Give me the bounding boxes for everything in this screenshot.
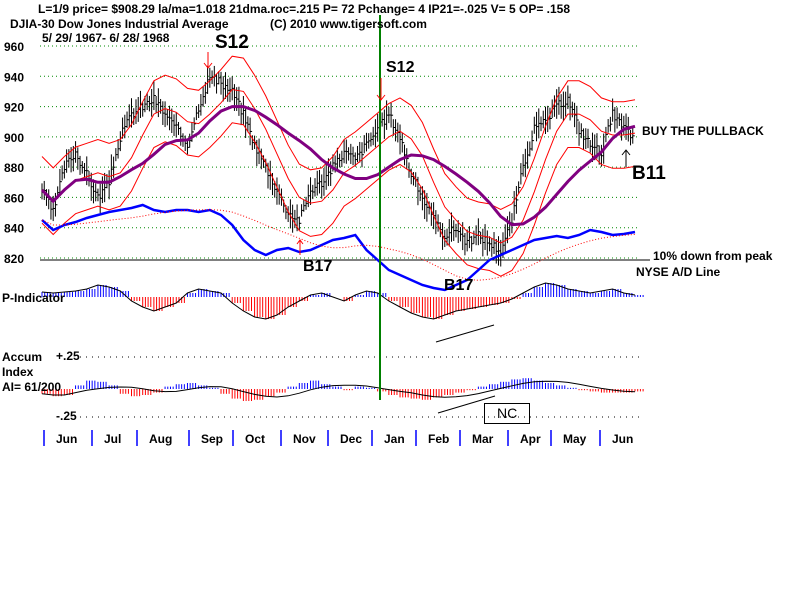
ad-line-label: NYSE A/D Line: [636, 265, 721, 279]
month-label: Mar: [472, 432, 494, 446]
month-label: Oct: [245, 432, 265, 446]
accum-label-1: Accum: [2, 350, 43, 364]
upper-band: [41, 55, 636, 211]
ad-line: [41, 203, 636, 292]
p-indicator-label: P-Indicator: [2, 291, 65, 305]
y-tick-label: 880: [4, 161, 24, 175]
month-label: Nov: [293, 432, 316, 446]
accum-minus-tick: -.25: [56, 409, 77, 423]
peak-line-label: 10% down from peak: [653, 249, 773, 263]
signal-b11: B11: [632, 163, 666, 184]
buy-pullback-label: BUY THE PULLBACK: [642, 124, 764, 138]
buy-arrow-icon: [621, 149, 631, 167]
signal-s12: S12: [386, 59, 415, 76]
accum-label-3: AI= 61/200: [2, 380, 62, 394]
sell-arrow-icon: [376, 78, 386, 101]
header-date-range: 5/ 29/ 1967- 6/ 28/ 1968: [42, 31, 170, 45]
header-stats: L=1/9 price= $908.29 la/ma=1.018 21dma.r…: [38, 2, 571, 16]
signal-b17-a: B17: [303, 258, 333, 275]
month-label: Aug: [149, 432, 172, 446]
signal-s12-top: S12: [215, 32, 249, 53]
header-copyright: (C) 2010 www.tigersoft.com: [270, 17, 427, 31]
month-label: Jun: [612, 432, 633, 446]
p-indicator-line: [41, 282, 636, 320]
month-label: Jul: [104, 432, 121, 446]
month-label: Sep: [201, 432, 223, 446]
signal-b17-b: B17: [444, 277, 474, 294]
month-label: May: [563, 432, 587, 446]
p-divergence-line: [435, 324, 495, 343]
accum-label-2: Index: [2, 365, 34, 379]
ma-line: [40, 105, 636, 227]
ad-ma-line: [41, 209, 636, 281]
header-title: DJIA-30 Dow Jones Industrial Average: [10, 17, 229, 31]
lower-band: [41, 122, 636, 277]
month-label: Apr: [520, 432, 541, 446]
y-tick-label: 920: [4, 101, 24, 115]
buy-arrow-icon: [296, 239, 304, 255]
month-label: Dec: [340, 432, 362, 446]
month-label: Feb: [428, 432, 449, 446]
accum-divergence-line: [437, 395, 496, 414]
sell-arrow-icon: [203, 52, 213, 69]
accum-plus-tick: +.25: [56, 349, 80, 363]
y-tick-label: 960: [4, 40, 24, 54]
y-tick-label: 940: [4, 70, 24, 84]
y-tick-label: 900: [4, 131, 24, 145]
y-tick-label: 820: [4, 252, 24, 266]
y-tick-label: 840: [4, 222, 24, 236]
accum-ma-line: [41, 380, 636, 398]
month-label: Jan: [384, 432, 405, 446]
nc-box: NC: [484, 403, 531, 424]
month-label: Jun: [56, 432, 77, 446]
y-tick-label: 860: [4, 191, 24, 205]
short-ma: [41, 88, 636, 244]
